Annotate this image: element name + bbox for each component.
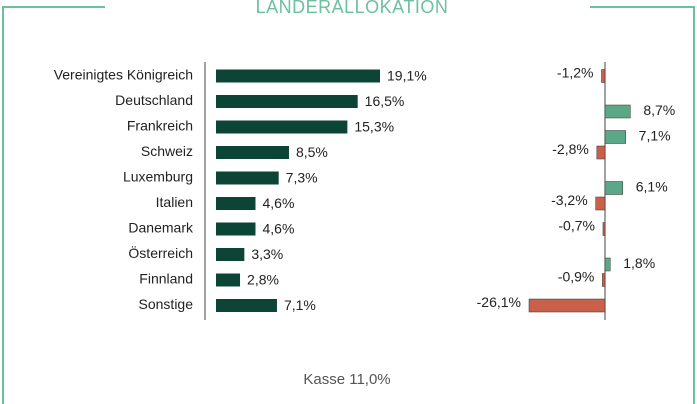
- difference-bar: [604, 104, 631, 119]
- bar: [216, 299, 277, 312]
- difference-label: 1,8%: [623, 255, 655, 271]
- value-label: 8,5%: [296, 144, 328, 160]
- category-label: Österreich: [128, 244, 193, 261]
- category-label: Deutschland: [115, 92, 193, 108]
- difference-label: 6,1%: [636, 179, 668, 195]
- difference-bar: [604, 130, 626, 144]
- bar: [216, 222, 256, 236]
- difference-label: 7,1%: [639, 128, 671, 144]
- difference-bar: [602, 222, 606, 236]
- difference-label: -2,8%: [552, 141, 589, 157]
- difference-bar: [601, 69, 606, 83]
- value-label: 2,8%: [247, 272, 279, 288]
- bar: [216, 95, 358, 108]
- category-label: Italien: [156, 194, 193, 210]
- value-label: 15,3%: [354, 119, 394, 135]
- category-label: Schweiz: [141, 143, 193, 159]
- bar: [216, 248, 245, 261]
- category-label: Finnland: [139, 271, 193, 287]
- difference-bar: [602, 273, 606, 287]
- category-label: Danemark: [128, 220, 194, 236]
- cash-note: Kasse 11,0%: [303, 371, 390, 388]
- category-label: Vereinigtes Königreich: [54, 67, 193, 83]
- bar: [216, 197, 256, 210]
- value-label: 4,6%: [262, 221, 294, 237]
- difference-bar: [604, 257, 611, 272]
- bar: [216, 69, 380, 83]
- category-label: Frankreich: [127, 118, 193, 134]
- difference-label: -3,2%: [551, 192, 588, 208]
- difference-bar: [596, 145, 606, 160]
- value-label: 19,1%: [387, 68, 427, 84]
- bar: [216, 273, 241, 287]
- difference-label: -0,9%: [558, 269, 595, 285]
- frame: [2, 6, 105, 404]
- difference-bar: [604, 181, 624, 195]
- difference-label: -0,7%: [558, 218, 595, 234]
- difference-bar: [595, 196, 606, 211]
- value-label: 7,1%: [284, 297, 316, 313]
- difference-label: 8,7%: [643, 102, 675, 118]
- value-label: 16,5%: [365, 93, 405, 109]
- category-label: Sonstige: [139, 296, 194, 312]
- category-label: Luxemburg: [123, 169, 193, 185]
- difference-label: -1,2%: [557, 65, 594, 81]
- frame: [590, 6, 695, 404]
- bar: [216, 146, 289, 159]
- value-label: 3,3%: [251, 246, 283, 262]
- difference-label: -26,1%: [477, 294, 521, 310]
- title: LÄNDERALLOKATION: [256, 0, 449, 17]
- value-label: 4,6%: [262, 195, 294, 211]
- bar: [216, 171, 279, 185]
- bar: [216, 120, 348, 134]
- value-label: 7,3%: [286, 170, 318, 186]
- difference-bar: [528, 298, 606, 313]
